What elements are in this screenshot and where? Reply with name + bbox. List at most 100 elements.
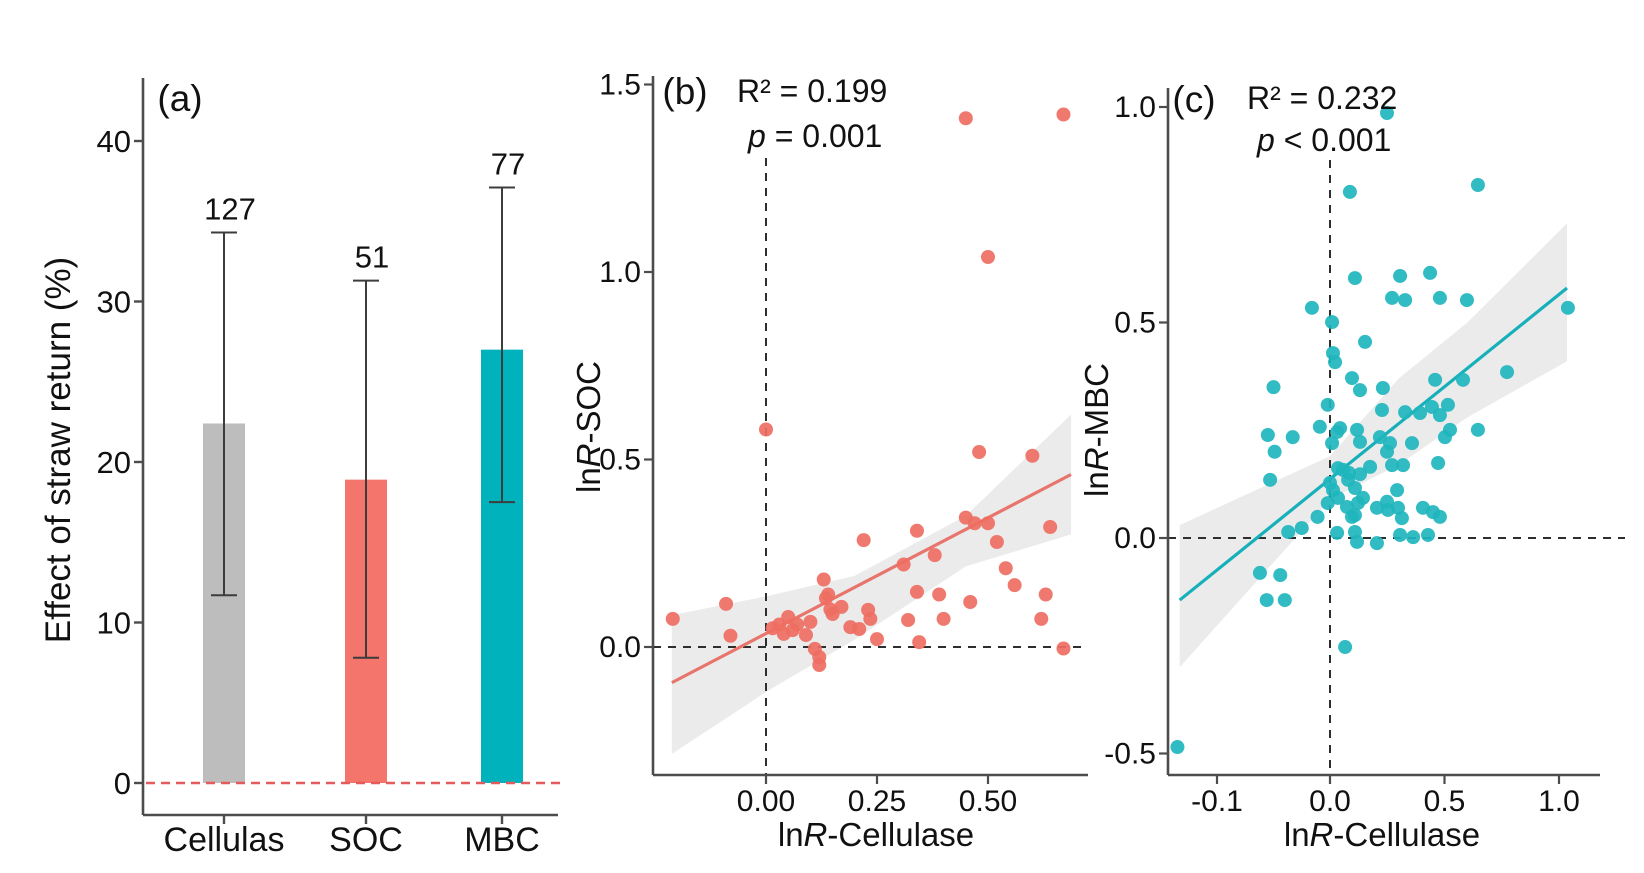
- n-label-soc: 51: [355, 240, 389, 275]
- data-point: [1266, 380, 1281, 395]
- data-point: [1385, 290, 1400, 305]
- data-point: [1421, 527, 1436, 542]
- data-point: [1338, 640, 1353, 655]
- data-point: [1350, 422, 1365, 437]
- data-point: [963, 595, 978, 609]
- data-point: [972, 445, 987, 459]
- x-category-label: MBC: [464, 821, 540, 859]
- data-point: [1428, 372, 1443, 387]
- p-value-b: p = 0.001: [747, 118, 882, 154]
- y-tick-a: 0: [114, 766, 131, 801]
- x-tick-c: -0.1: [1191, 785, 1243, 818]
- data-point: [1470, 178, 1485, 193]
- data-point: [1056, 107, 1071, 122]
- panel-label-b: (b): [662, 71, 707, 112]
- data-point: [1260, 427, 1275, 442]
- panel-label-c: (c): [1172, 79, 1215, 120]
- data-point: [989, 535, 1004, 549]
- x-category-label: SOC: [329, 821, 403, 859]
- data-point: [1007, 578, 1022, 593]
- data-point: [1312, 419, 1327, 434]
- x-axis-title-b: lnR-Cellulase: [778, 816, 974, 853]
- n-label-cellulas: 127: [204, 191, 256, 226]
- data-point: [901, 613, 916, 627]
- data-point: [1440, 397, 1455, 412]
- data-point: [1394, 511, 1409, 526]
- data-point: [1423, 265, 1438, 280]
- data-point: [1281, 524, 1296, 539]
- data-point: [1259, 593, 1274, 608]
- data-point: [927, 548, 942, 563]
- panel-label-a: (a): [157, 78, 202, 119]
- r-squared-c: R² = 0.232: [1247, 80, 1397, 116]
- data-point: [1352, 383, 1367, 398]
- data-point: [981, 250, 995, 264]
- y-tick-c: 1.0: [1114, 91, 1156, 124]
- x-axis-title-c: lnR-Cellulase: [1284, 816, 1480, 853]
- data-point: [1432, 509, 1447, 524]
- data-point: [759, 422, 773, 437]
- data-point: [1342, 184, 1357, 199]
- data-point: [1398, 405, 1413, 420]
- data-point: [1325, 315, 1340, 330]
- data-point: [1325, 436, 1340, 451]
- y-tick-b: 1.0: [599, 256, 641, 289]
- y-axis-title-c: lnR-MBC: [1078, 363, 1115, 497]
- data-point: [912, 635, 927, 650]
- scatter-points-c: [1170, 106, 1575, 755]
- data-point: [863, 611, 878, 626]
- data-point: [1352, 467, 1367, 482]
- data-point: [1038, 587, 1053, 602]
- data-point: [981, 516, 995, 531]
- data-point: [1500, 365, 1515, 380]
- data-point: [896, 557, 911, 572]
- data-point: [1025, 448, 1040, 463]
- data-point: [1285, 430, 1300, 445]
- data-point: [1459, 293, 1474, 308]
- data-point: [719, 596, 734, 611]
- data-point: [1398, 293, 1413, 308]
- x-category-label: Cellulas: [164, 821, 285, 859]
- data-point: [852, 622, 867, 636]
- data-point: [1350, 534, 1365, 549]
- data-point: [1043, 520, 1058, 534]
- data-point: [1333, 421, 1348, 436]
- data-point: [1347, 508, 1362, 523]
- data-point: [1432, 290, 1447, 305]
- data-point: [1432, 408, 1447, 423]
- data-point: [909, 584, 924, 599]
- data-point: [1393, 268, 1408, 283]
- data-point: [1393, 527, 1408, 542]
- data-point: [1456, 372, 1471, 387]
- data-point: [1263, 472, 1278, 487]
- data-point: [1330, 525, 1345, 540]
- scatter-points-b: [665, 107, 1071, 672]
- data-point: [1170, 740, 1185, 755]
- data-point: [1470, 422, 1485, 437]
- data-point: [834, 599, 849, 614]
- y-tick-b: 0.0: [599, 631, 641, 664]
- data-point: [998, 561, 1013, 576]
- data-point: [665, 611, 680, 626]
- data-point: [1431, 456, 1446, 471]
- data-point: [909, 523, 924, 538]
- data-point: [1294, 521, 1309, 536]
- data-point: [821, 587, 836, 602]
- x-tick-b: 0.00: [737, 785, 795, 818]
- regression-line-b: [671, 473, 1072, 685]
- data-point: [723, 628, 738, 643]
- error-bar-soc: [353, 279, 379, 659]
- regression-line-c: [1178, 286, 1569, 602]
- data-point: [856, 533, 871, 548]
- error-bar-mbc: [489, 186, 515, 504]
- data-point: [1406, 530, 1421, 545]
- data-point: [1355, 490, 1370, 505]
- x-tick-b: 0.50: [959, 785, 1017, 818]
- data-point: [1277, 593, 1292, 608]
- data-point: [1374, 402, 1389, 417]
- y-tick-a: 10: [97, 606, 131, 641]
- data-point: [1273, 568, 1288, 583]
- y-tick-b: 0.5: [599, 444, 641, 477]
